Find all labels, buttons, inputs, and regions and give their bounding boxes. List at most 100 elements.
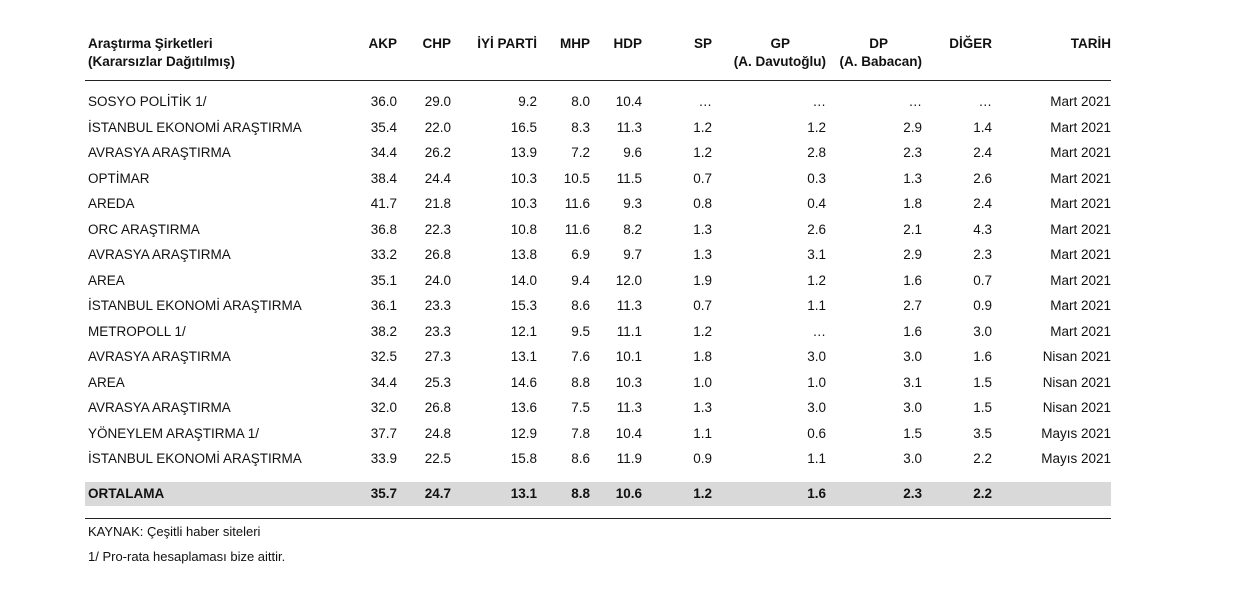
cell-gp: 0.3 [807, 170, 826, 186]
cell-akp: 32.0 [370, 400, 397, 415]
cell-tarih: Mayıs 2021 [1041, 451, 1111, 466]
spacer-row [85, 472, 1111, 482]
cell-iyi: 13.9 [510, 145, 537, 160]
cell-dp: 3.0 [903, 400, 922, 415]
average-chp: 24.7 [397, 481, 451, 506]
cell-akp: 38.4 [370, 170, 397, 186]
cell-iyi: 10.8 [510, 221, 537, 237]
cell-akp: 33.2 [370, 247, 397, 262]
header-chp: CHP [422, 36, 451, 51]
cell-chp: 24.0 [424, 272, 451, 288]
cell-akp: 33.9 [370, 451, 397, 466]
header-dp: DP (A. Babacan) [826, 33, 922, 81]
cell-akp: 41.7 [370, 196, 397, 211]
cell-mhp: 11.6 [564, 196, 590, 211]
source-note: KAYNAK: Çeşitli haber siteleri [88, 523, 261, 539]
cell-hdp: 8.2 [623, 221, 642, 237]
cell-sp: 1.9 [693, 272, 712, 288]
table-row: AREA 35.1 24.0 14.0 9.4 12.0 1.9 1.2 1.6 0.7 Mart … [85, 268, 1111, 294]
cell-gp: … [812, 323, 827, 339]
cell-akp: 36.1 [370, 298, 397, 313]
cell-akp: 32.5 [370, 349, 397, 364]
cell-gp: 3.1 [807, 247, 826, 262]
cell-diger: 3.5 [973, 425, 992, 441]
cell-iyi: 12.9 [510, 425, 537, 441]
cell-mhp: 8.0 [571, 94, 590, 109]
cell-iyi: 10.3 [510, 196, 537, 211]
cell-tarih: Nisan 2021 [1042, 374, 1111, 390]
header-company-sublabel: (Kararsızlar Dağıtılmış) [88, 54, 236, 69]
average-akp: 35.7 [330, 481, 397, 506]
cell-gp: 0.6 [807, 425, 826, 441]
header-dp-label: DP [869, 36, 888, 51]
header-company-label: Araştırma Şirketleri [88, 36, 213, 51]
cell-hdp: 11.3 [616, 400, 642, 415]
cell-mhp: 9.4 [571, 272, 590, 288]
average-dp: 2.3 [826, 481, 922, 506]
cell-diger: 4.3 [973, 221, 992, 237]
cell-dp: 1.6 [903, 323, 922, 339]
cell-sp: … [698, 94, 713, 109]
average-sp: 1.2 [642, 481, 712, 506]
cell-chp: 24.4 [424, 170, 451, 186]
cell-chp: 22.0 [424, 119, 451, 135]
cell-diger: 1.6 [973, 349, 992, 364]
header-rule [85, 80, 1111, 89]
cell-tarih: Nisan 2021 [1042, 400, 1111, 415]
poll-table-container: Araştırma Şirketleri (Kararsızlar Dağıtı… [85, 33, 1111, 569]
table-row: AVRASYA ARAŞTIRMA 32.5 27.3 13.1 7.6 10.1 1.8 3… [85, 344, 1111, 370]
cell-tarih: Nisan 2021 [1042, 349, 1111, 364]
cell-sp: 1.3 [693, 400, 712, 415]
cell-akp: 35.4 [370, 119, 397, 135]
average-gp: 1.6 [712, 481, 826, 506]
cell-tarih: Mart 2021 [1050, 170, 1111, 186]
cell-sp: 0.8 [693, 196, 712, 211]
header-gp-label: GP [770, 36, 790, 51]
cell-sp: 0.7 [693, 298, 712, 313]
cell-company: AVRASYA ARAŞTIRMA [88, 400, 231, 415]
average-diger: 2.2 [922, 481, 992, 506]
cell-hdp: 11.9 [616, 451, 642, 466]
cell-dp: 3.0 [903, 349, 922, 364]
cell-dp: 2.9 [903, 119, 922, 135]
cell-hdp: 11.5 [616, 170, 642, 186]
average-mhp: 8.8 [537, 481, 590, 506]
footnote: 1/ Pro-rata hesaplaması bize aittir. [88, 548, 286, 564]
average-row: ORTALAMA 35.7 24.7 13.1 8.8 10.6 1.2 1.6… [85, 481, 1111, 506]
cell-iyi: 12.1 [510, 323, 537, 339]
cell-company: AVRASYA ARAŞTIRMA [88, 247, 231, 262]
cell-dp: 3.1 [903, 374, 922, 390]
cell-diger: 3.0 [973, 323, 992, 339]
cell-sp: 0.9 [693, 451, 712, 466]
cell-diger: 2.3 [973, 247, 992, 262]
table-row: SOSYO POLİTİK 1/36.0 29.0 9.2 8.0 10.4 … … … … Ma… [85, 89, 1111, 115]
cell-company: AVRASYA ARAŞTIRMA [88, 349, 231, 364]
cell-akp: 37.7 [370, 425, 397, 441]
cell-gp: 1.1 [807, 298, 826, 313]
cell-hdp: 10.4 [615, 94, 642, 109]
cell-chp: 25.3 [424, 374, 451, 390]
cell-chp: 22.5 [424, 451, 451, 466]
cell-hdp: 11.1 [616, 323, 642, 339]
cell-gp: 3.0 [807, 400, 826, 415]
cell-chp: 27.3 [424, 349, 451, 364]
cell-company: METROPOLL 1/ [88, 323, 186, 339]
cell-diger: 2.4 [973, 196, 992, 211]
cell-akp: 38.2 [370, 323, 397, 339]
cell-diger: 1.4 [973, 119, 992, 135]
table-row: İSTANBUL EKONOMİ ARAŞTIRMA 36.1 23.3 15.3 8.… [85, 293, 1111, 319]
table-row: AVRASYA ARAŞTIRMA 33.2 26.8 13.8 6.9 9.7 1.3 3.… [85, 242, 1111, 268]
cell-tarih: Mart 2021 [1050, 272, 1111, 288]
cell-company: AVRASYA ARAŞTIRMA [88, 145, 231, 160]
cell-company: YÖNEYLEM ARAŞTIRMA 1/ [88, 425, 260, 441]
cell-company: İSTANBUL EKONOMİ ARAŞTIRMA [88, 451, 302, 466]
cell-hdp: 10.4 [615, 425, 642, 441]
cell-gp: 3.0 [807, 349, 826, 364]
cell-tarih: Mart 2021 [1050, 247, 1111, 262]
cell-sp: 1.1 [693, 425, 712, 441]
cell-dp: … [908, 94, 923, 109]
bottom-rule [85, 517, 1111, 519]
cell-tarih: Mart 2021 [1050, 221, 1111, 237]
header-mhp: MHP [560, 36, 590, 51]
cell-sp: 1.0 [693, 374, 712, 390]
